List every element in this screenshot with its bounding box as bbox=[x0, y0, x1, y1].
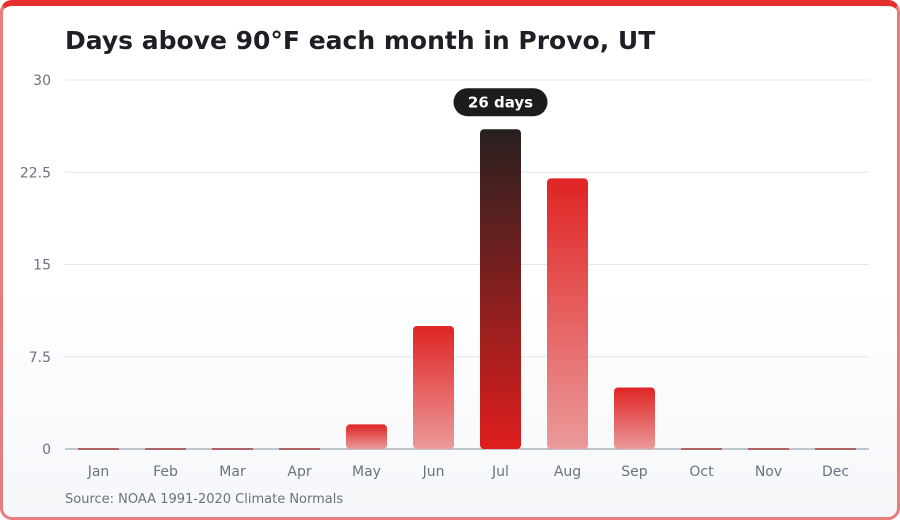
x-tick-label: Oct bbox=[689, 464, 714, 480]
x-tick-label: Jul bbox=[491, 464, 509, 480]
y-tick-label: 7.5 bbox=[29, 350, 51, 366]
bar-may[interactable] bbox=[346, 424, 387, 449]
y-tick-label: 30 bbox=[33, 73, 51, 89]
source-note: Source: NOAA 1991-2020 Climate Normals bbox=[65, 492, 344, 507]
bar-sep[interactable] bbox=[614, 387, 655, 450]
tooltip-bubble bbox=[453, 88, 548, 117]
chart-title: Days above 90°F each month in Provo, UT bbox=[65, 26, 656, 55]
x-tick-label: Apr bbox=[287, 464, 311, 480]
x-tick-label: May bbox=[352, 464, 381, 480]
x-tick-label: Aug bbox=[554, 464, 581, 480]
x-tick-label: Feb bbox=[153, 464, 178, 480]
bar-aug[interactable] bbox=[547, 178, 588, 449]
x-tick-label: Sep bbox=[621, 464, 648, 480]
x-tick-label: Jan bbox=[87, 464, 110, 480]
bars bbox=[78, 129, 856, 450]
bar-chart: 0 7.5 15 22.5 30 Jan Feb Mar Apr May Jun Jul Aug Sep… bbox=[20, 73, 869, 480]
x-tick-label: Jun bbox=[422, 464, 445, 480]
x-tick-label: Nov bbox=[755, 464, 782, 480]
x-axis-ticks: Jan Feb Mar Apr May Jun Jul Aug Sep Oct Nov Dec bbox=[87, 464, 849, 480]
y-tick-label: 15 bbox=[33, 258, 51, 274]
highlight-tooltip: 26 days bbox=[453, 88, 548, 117]
x-tick-label: Mar bbox=[219, 464, 246, 480]
gridlines bbox=[65, 79, 869, 450]
y-axis-ticks: 0 7.5 15 22.5 30 bbox=[20, 73, 51, 458]
y-tick-label: 0 bbox=[42, 442, 51, 458]
bar-jul[interactable] bbox=[480, 129, 521, 449]
tooltip-label: 26 days bbox=[468, 94, 533, 112]
y-tick-label: 22.5 bbox=[20, 165, 51, 181]
x-tick-label: Dec bbox=[822, 464, 849, 480]
bar-jun[interactable] bbox=[413, 326, 454, 449]
